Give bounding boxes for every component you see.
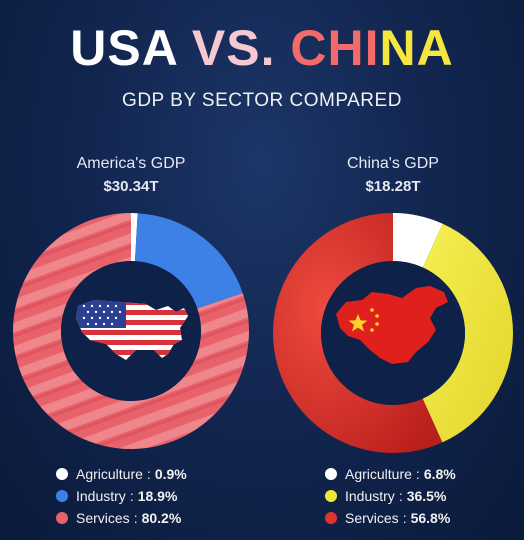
legend-label: Industry — [76, 488, 126, 504]
legend-item: Services: 80.2% — [56, 507, 187, 529]
china-legend: Agriculture: 6.8% Industry: 36.5% Servic… — [325, 463, 456, 529]
agriculture-dot — [56, 468, 68, 480]
legend-label: Services — [345, 510, 399, 526]
china-donut-chart — [273, 213, 513, 453]
donut-slice-services — [13, 213, 250, 449]
legend-value: 18.9% — [137, 488, 178, 504]
infographic-title: USA VS. CHINA — [0, 18, 524, 78]
legend-label: Agriculture — [76, 466, 143, 482]
title-na: NA — [379, 20, 454, 76]
title-chi: CHI — [290, 20, 380, 76]
usa-gdp-label: America's GDP — [76, 155, 186, 172]
services-dot — [325, 512, 337, 524]
usa-gdp-value: $30.34T — [103, 178, 159, 195]
title-vs: VS. — [191, 20, 291, 76]
china-gdp-label: China's GDP — [347, 155, 439, 172]
industry-dot — [56, 490, 68, 502]
donut-slice-services — [273, 213, 443, 453]
legend-label: Agriculture — [345, 466, 412, 482]
services-dot — [56, 512, 68, 524]
legend-item: Agriculture: 0.9% — [56, 463, 187, 485]
china-flag-stars — [348, 308, 379, 332]
legend-label: Services — [76, 510, 130, 526]
agriculture-dot — [325, 468, 337, 480]
donut-slice-industry — [134, 213, 243, 309]
donut-slice-agriculture — [393, 213, 443, 268]
legend-label: Industry — [345, 488, 395, 504]
china-gdp-value: $18.28T — [365, 178, 421, 195]
industry-dot — [325, 490, 337, 502]
legend-value: 36.5% — [406, 488, 447, 504]
china-map-flag-icon — [336, 286, 448, 364]
legend-item: Industry: 36.5% — [325, 485, 456, 507]
title-usa: USA — [70, 20, 192, 76]
legend-item: Services: 56.8% — [325, 507, 456, 529]
legend-item: Agriculture: 6.8% — [325, 463, 456, 485]
donut-slice-industry — [422, 223, 513, 443]
legend-value: 6.8% — [423, 466, 456, 482]
legend-value: 56.8% — [410, 510, 451, 526]
legend-value: 0.9% — [154, 466, 187, 482]
usa-legend: Agriculture: 0.9% Industry: 18.9% Servic… — [56, 463, 187, 529]
legend-value: 80.2% — [141, 510, 182, 526]
legend-item: Industry: 18.9% — [56, 485, 187, 507]
infographic-subtitle: GDP BY SECTOR COMPARED — [122, 90, 402, 111]
donut-slice-agriculture — [131, 213, 138, 262]
